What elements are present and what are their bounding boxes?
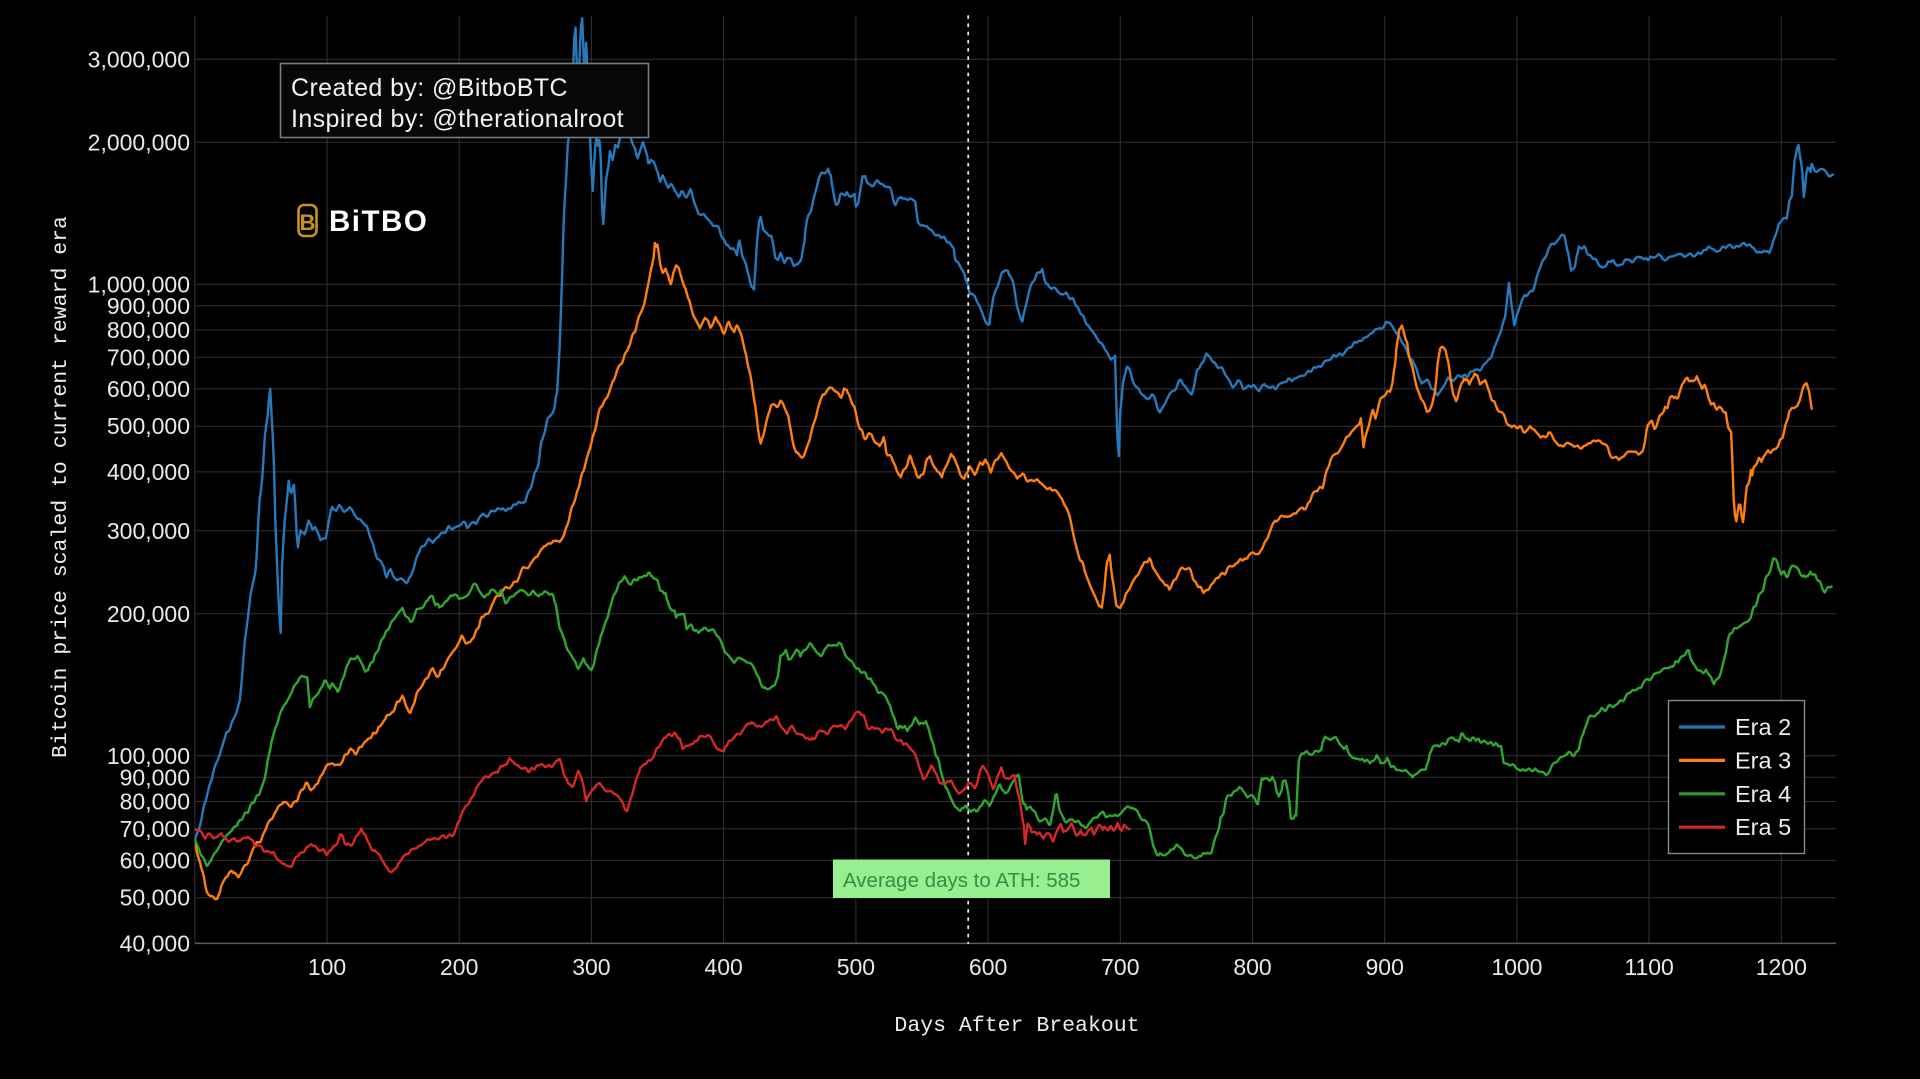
svg-text:3,000,000: 3,000,000	[88, 46, 190, 72]
svg-text:80,000: 80,000	[120, 789, 190, 815]
svg-text:400,000: 400,000	[107, 459, 190, 485]
svg-text:Era 3: Era 3	[1735, 747, 1791, 773]
svg-text:700: 700	[1101, 954, 1139, 980]
svg-text:60,000: 60,000	[120, 847, 190, 873]
svg-text:BiTBO: BiTBO	[329, 205, 428, 238]
svg-text:800: 800	[1233, 954, 1271, 980]
svg-text:1000: 1000	[1491, 954, 1542, 980]
svg-text:100: 100	[308, 954, 346, 980]
svg-text:Inspired by: @therationalroot: Inspired by: @therationalroot	[291, 105, 624, 133]
svg-text:1200: 1200	[1756, 954, 1807, 980]
svg-text:900,000: 900,000	[107, 293, 190, 319]
svg-text:100,000: 100,000	[107, 743, 190, 769]
svg-text:800,000: 800,000	[107, 317, 190, 343]
svg-text:90,000: 90,000	[120, 764, 190, 790]
svg-text:300,000: 300,000	[107, 518, 190, 544]
svg-text:Era 4: Era 4	[1735, 781, 1791, 807]
svg-text:700,000: 700,000	[107, 344, 190, 370]
svg-text:200: 200	[440, 954, 478, 980]
svg-text:1100: 1100	[1624, 954, 1673, 980]
svg-text:40,000: 40,000	[120, 930, 190, 956]
svg-text:500,000: 500,000	[107, 413, 190, 439]
svg-text:Average days to ATH: 585: Average days to ATH: 585	[843, 869, 1080, 892]
svg-text:50,000: 50,000	[120, 885, 190, 911]
svg-text:Era 5: Era 5	[1735, 814, 1791, 840]
svg-text:300: 300	[572, 954, 610, 980]
svg-text:900: 900	[1366, 954, 1404, 980]
svg-text:600: 600	[969, 954, 1007, 980]
svg-text:200,000: 200,000	[107, 601, 190, 627]
svg-text:600,000: 600,000	[107, 376, 190, 402]
svg-text:B: B	[300, 210, 316, 235]
svg-text:Bitcoin price scaled to curren: Bitcoin price scaled to current reward e…	[49, 216, 73, 758]
svg-text:500: 500	[837, 954, 875, 980]
svg-text:Days After Breakout: Days After Breakout	[894, 1014, 1139, 1038]
svg-text:Created by: @BitboBTC: Created by: @BitboBTC	[291, 74, 568, 102]
svg-text:70,000: 70,000	[120, 816, 190, 842]
svg-text:2,000,000: 2,000,000	[88, 129, 190, 155]
svg-text:1,000,000: 1,000,000	[88, 271, 190, 297]
svg-text:Era 2: Era 2	[1735, 714, 1791, 740]
svg-text:400: 400	[704, 954, 742, 980]
